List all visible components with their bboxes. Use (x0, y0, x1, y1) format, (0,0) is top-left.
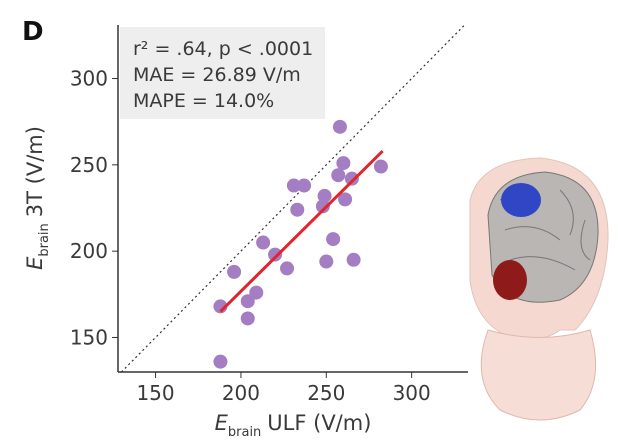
point (332, 119, 347, 134)
point (315, 199, 330, 214)
fit-line (219, 149, 384, 313)
point (373, 159, 388, 174)
annotation: r² = .64, p < .0001 (133, 38, 313, 60)
x-tick-label: 200 (222, 381, 260, 405)
x-tick-label: 150 (136, 381, 174, 405)
annotation: MAPE = 14.0% (133, 90, 274, 112)
point (268, 247, 283, 262)
x-tick-label: 250 (307, 381, 345, 405)
point (240, 294, 255, 309)
x-axis-label: Ebrain ULF (V/m) (215, 411, 372, 440)
x-label-text: ULF (V/m) (267, 411, 371, 435)
head-illustration (469, 157, 609, 421)
point (297, 178, 312, 193)
point (346, 252, 361, 267)
point (336, 156, 351, 171)
point (280, 261, 295, 276)
point (338, 192, 353, 207)
y-tick-label: 200 (70, 239, 108, 263)
point (290, 202, 305, 217)
point (319, 254, 334, 269)
point (213, 354, 228, 369)
point (240, 311, 255, 326)
annotation-box (120, 27, 325, 119)
point (344, 171, 359, 186)
y-label-subscript: brain (37, 223, 52, 256)
y-label-text: 3T (V/m) (23, 126, 47, 217)
point (331, 168, 346, 183)
point (227, 264, 242, 279)
annotation: MAE = 26.89 V/m (133, 64, 301, 86)
y-tick-label: 150 (70, 325, 108, 349)
x-label-subscript: brain (228, 425, 261, 440)
y-tick-label: 250 (70, 153, 108, 177)
panel-label: D (22, 17, 44, 47)
x-tick-label: 300 (393, 381, 431, 405)
y-tick-label: 300 (70, 67, 108, 91)
identity-line (120, 24, 466, 373)
point (249, 285, 264, 300)
point (256, 235, 271, 250)
point (326, 232, 341, 247)
y-label-symbol: E (23, 256, 47, 270)
point (317, 188, 332, 203)
point (286, 178, 301, 193)
y-axis-label: Ebrain 3T (V/m) (23, 126, 52, 270)
x-label-symbol: E (215, 411, 229, 435)
